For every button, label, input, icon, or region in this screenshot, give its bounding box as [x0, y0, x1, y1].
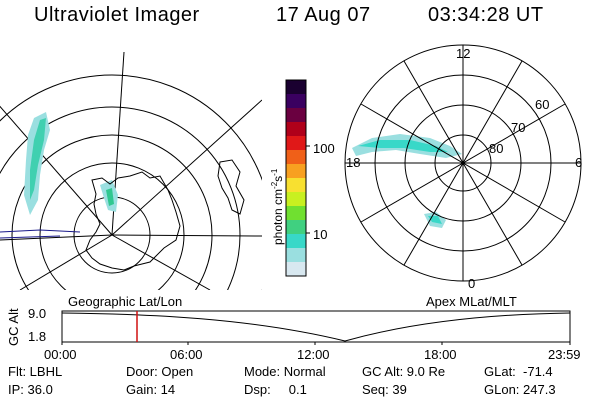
left-map-label: Geographic Lat/Lon — [68, 294, 183, 309]
status-door: Door: Open — [126, 364, 194, 379]
mlt-label-18: 18 — [346, 155, 361, 170]
status-dsp: Dsp: 0.1 — [244, 382, 307, 397]
colorbar-tick-10: 10 — [313, 227, 328, 242]
geographic-map — [0, 52, 262, 290]
colorbar-band — [286, 80, 306, 95]
status-glat: GLat: -71.4 — [484, 364, 553, 379]
right-map-label: Apex MLat/MLT — [426, 294, 517, 309]
status-ip: IP: 36.0 — [8, 382, 53, 397]
mlat-label-70: 70 — [511, 120, 526, 135]
mlt-label-6: 6 — [575, 155, 583, 170]
status-mode: Mode: Normal — [244, 364, 326, 379]
colorbar-band — [286, 178, 306, 193]
status-seq: Seq: 39 — [362, 382, 407, 397]
mlat-label-60: 60 — [535, 97, 550, 112]
colorbar-band — [286, 192, 306, 207]
status-gain: Gain: 14 — [126, 382, 176, 397]
colorbar-band — [286, 248, 306, 263]
time-label: 03:34:28 UT — [428, 4, 544, 26]
colorbar — [285, 79, 310, 277]
colorbar-band — [286, 220, 306, 235]
colorbar-band — [286, 94, 306, 109]
x-tick-1800: 18:00 — [424, 347, 457, 362]
colorbar-band — [286, 206, 306, 221]
colorbar-tick-100: 100 — [313, 141, 335, 156]
altitude-tick-1-8: 1.8 — [28, 329, 47, 344]
colorbar-band — [286, 136, 306, 151]
x-tick-2359: 23:59 — [548, 347, 581, 362]
colorbar-band — [286, 122, 306, 137]
status-flt: Flt: LBHL — [8, 364, 63, 379]
mlat-label-80: 80 — [489, 141, 504, 156]
colorbar-band — [286, 164, 306, 179]
mlt-label-0: 0 — [468, 276, 476, 291]
colorbar-band — [286, 108, 306, 123]
date-label: 17 Aug 07 — [276, 4, 371, 26]
x-tick-0000: 00:00 — [44, 347, 77, 362]
colorbar-unit-label: photon cm-2s-1 — [270, 168, 285, 245]
x-tick-1200: 12:00 — [297, 347, 330, 362]
status-gc-alt: GC Alt: 9.0 Re — [362, 364, 446, 379]
apex-mlat-mlt-map — [344, 44, 582, 282]
mlt-label-12: 12 — [456, 46, 471, 61]
status-glon: GLon: 247.3 — [484, 382, 556, 397]
colorbar-frame — [285, 79, 307, 277]
app-title: Ultraviolet Imager — [34, 4, 200, 26]
altitude-ylabel: GC Alt — [6, 308, 21, 346]
x-tick-0600: 06:00 — [170, 347, 203, 362]
altitude-tick-9: 9.0 — [28, 306, 47, 321]
colorbar-band — [286, 262, 306, 277]
colorbar-band — [286, 150, 306, 165]
altitude-plot — [61, 310, 571, 345]
colorbar-band — [286, 234, 306, 249]
